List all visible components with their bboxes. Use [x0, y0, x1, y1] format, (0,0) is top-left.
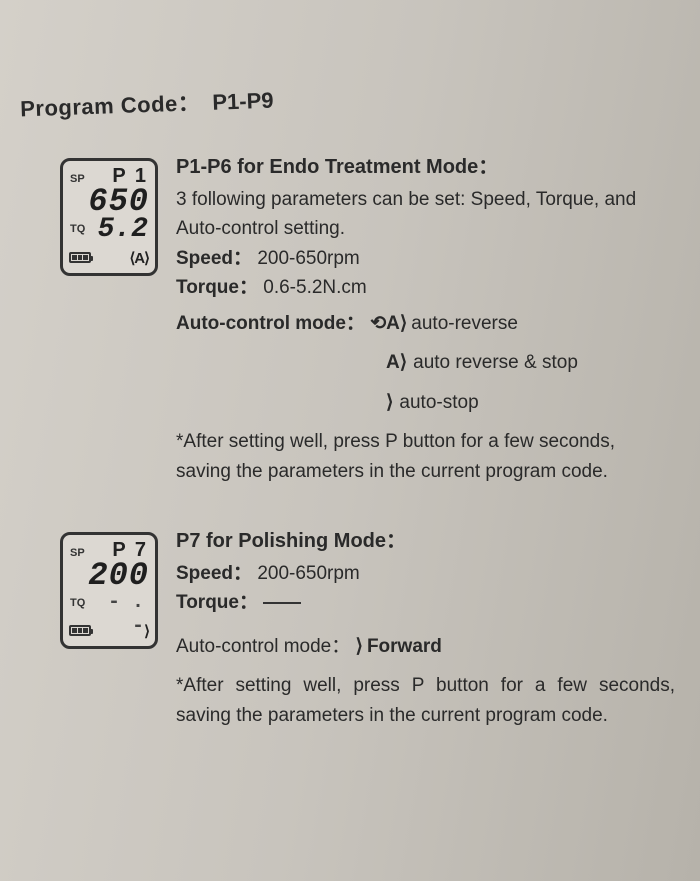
- lcd-mode-icon: ⟨A⟩: [129, 249, 149, 267]
- lcd-mode-icon-2: ⟩: [144, 622, 149, 640]
- lcd-torque-value-2: - . -: [85, 591, 148, 615]
- sp-label: SP: [70, 173, 85, 185]
- section1-body: P1-P6 for Endo Treatment Mode： 3 followi…: [176, 152, 675, 486]
- section-endo: SP P 1 650 TQ 5.2 ⟨A⟩ P1-P6 for Endo Tre…: [25, 152, 675, 486]
- speed-label-2: Speed：: [176, 563, 252, 584]
- auto-control-label-2: Auto-control mode：: [176, 636, 350, 657]
- section-polishing: SP P 7 200 TQ - . - ⟩ P7 for Polishing M…: [25, 526, 675, 730]
- mode-auto-reverse: auto-reverse: [411, 309, 518, 338]
- program-code-label: Program Code：: [20, 90, 201, 121]
- torque-value: 0.6-5.2N.cm: [263, 277, 366, 298]
- battery-icon: [69, 252, 91, 263]
- section1-intro: 3 following parameters can be set: Speed…: [176, 185, 675, 244]
- battery-icon-2: [69, 625, 91, 636]
- auto-reverse-stop-icon: A⟩: [386, 348, 407, 377]
- section1-title: P1-P6 for Endo Treatment Mode：: [176, 152, 675, 183]
- torque-label: Torque：: [176, 277, 258, 298]
- section1-note: *After setting well, press P button for …: [176, 427, 675, 486]
- section2-body: P7 for Polishing Mode： Speed： 200-650rpm…: [176, 526, 675, 730]
- program-code-header: Program Code： P1-P9: [20, 69, 676, 124]
- program-code-value: P1-P9: [212, 88, 274, 115]
- speed-value-2: 200-650rpm: [257, 563, 359, 584]
- auto-reverse-icon: ⟲A⟩: [370, 309, 407, 338]
- mode-auto-reverse-stop: auto reverse & stop: [413, 348, 578, 377]
- torque-value-dash: [263, 602, 301, 604]
- section2-note: *After setting well, press P button for …: [176, 671, 675, 730]
- forward-icon: ⟩: [356, 632, 363, 661]
- lcd-speed-value-2: 200: [67, 562, 151, 591]
- mode-forward: Forward: [367, 632, 442, 661]
- tq-label-2: TQ: [70, 597, 85, 609]
- section2-title: P7 for Polishing Mode：: [176, 526, 675, 557]
- auto-control-label: Auto-control mode：: [176, 313, 365, 334]
- speed-label: Speed：: [176, 248, 252, 269]
- torque-label-2: Torque：: [176, 592, 258, 613]
- tq-label: TQ: [70, 223, 85, 235]
- lcd-speed-value: 650: [67, 188, 151, 217]
- sp-label-2: SP: [70, 547, 85, 559]
- lcd-display-p1: SP P 1 650 TQ 5.2 ⟨A⟩: [60, 158, 158, 276]
- lcd-torque-value: 5.2: [85, 217, 148, 242]
- mode-auto-stop: auto-stop: [399, 388, 478, 417]
- speed-value: 200-650rpm: [257, 248, 359, 269]
- lcd-display-p7: SP P 7 200 TQ - . - ⟩: [60, 532, 158, 649]
- auto-stop-icon: ⟩: [386, 388, 393, 417]
